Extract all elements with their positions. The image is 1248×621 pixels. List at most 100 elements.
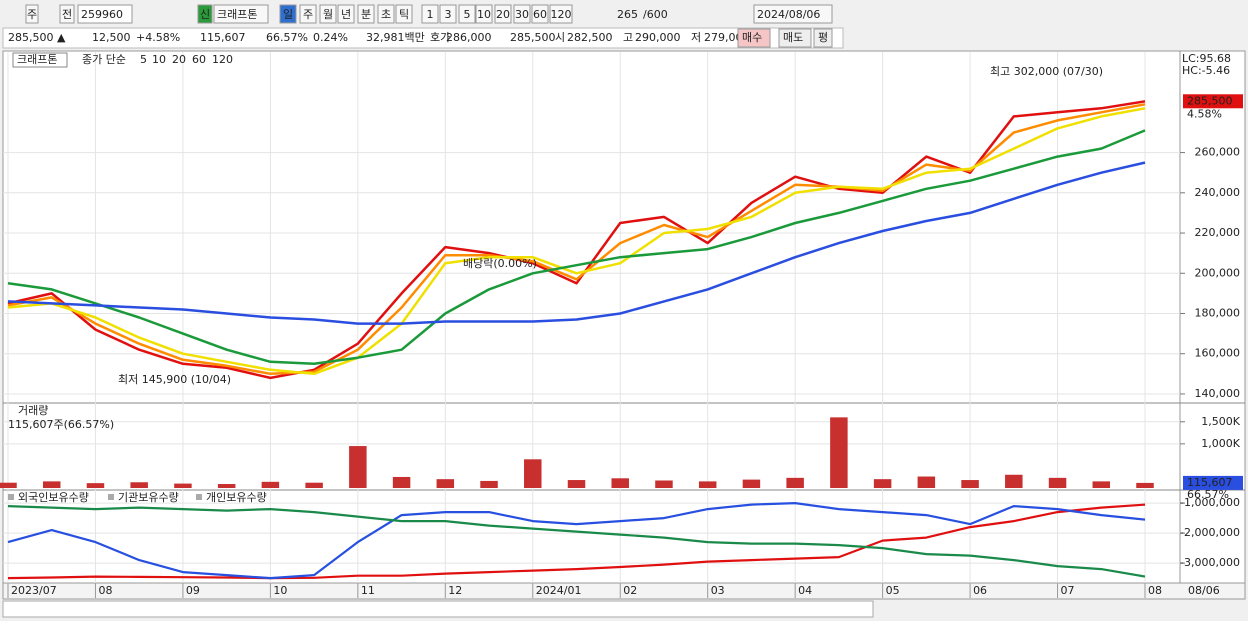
toolbar-button[interactable] bbox=[753, 4, 833, 24]
toolbar-text[interactable]: 전 bbox=[62, 8, 72, 21]
toolbar-button[interactable] bbox=[494, 4, 512, 24]
toolbar-button[interactable] bbox=[59, 4, 75, 24]
quote-text: 290,000 bbox=[635, 31, 681, 44]
volume-bar bbox=[611, 478, 629, 488]
toolbar-button[interactable] bbox=[25, 4, 39, 24]
annotation-low: 최저 145,900 (10/04) bbox=[118, 373, 231, 386]
toolbar-text[interactable]: 3 bbox=[445, 8, 452, 21]
toolbar-text[interactable]: 259960 bbox=[81, 8, 123, 21]
x-tick-label: 06 bbox=[973, 584, 987, 597]
quote-button[interactable] bbox=[813, 28, 833, 48]
quote-text: 32,981백만 bbox=[366, 31, 425, 44]
toolbar-text[interactable]: 주 bbox=[303, 8, 313, 21]
quote-text[interactable]: 매도 bbox=[783, 31, 803, 44]
toolbar-text[interactable]: 10 bbox=[477, 8, 491, 21]
toolbar-button[interactable] bbox=[299, 4, 317, 24]
toolbar-button[interactable] bbox=[77, 4, 133, 24]
toolbar-button[interactable] bbox=[439, 4, 457, 24]
volume-title: 거래량 bbox=[18, 404, 48, 417]
x-tick-label: 12 bbox=[448, 584, 462, 597]
symbol-box bbox=[12, 52, 68, 68]
y-tick-label: 220,000 bbox=[1195, 226, 1241, 239]
quote-text: 12,500 bbox=[92, 31, 131, 44]
scrollbar[interactable] bbox=[2, 600, 874, 618]
toolbar-button[interactable] bbox=[279, 4, 297, 24]
quote-button[interactable] bbox=[778, 28, 812, 48]
series-line bbox=[7, 103, 1146, 376]
x-tick-label: 08 bbox=[98, 584, 112, 597]
toolbar-button[interactable] bbox=[421, 4, 439, 24]
y-tick-label: -1,000,000 bbox=[1180, 496, 1240, 509]
volume-bar bbox=[86, 483, 105, 488]
volume-bar bbox=[524, 459, 542, 488]
toolbar-button[interactable] bbox=[513, 4, 531, 24]
quote-text: 저 bbox=[691, 31, 701, 44]
toolbar-text[interactable]: /600 bbox=[643, 8, 668, 21]
toolbar-text[interactable]: 일 bbox=[283, 7, 293, 21]
series-line bbox=[7, 107, 1146, 376]
y-tick-label: 1,000K bbox=[1201, 437, 1240, 450]
toolbar-text[interactable]: 주 bbox=[27, 8, 37, 21]
toolbar-text[interactable]: 1 bbox=[427, 8, 434, 21]
change: 4.58% bbox=[1187, 107, 1222, 120]
toolbar-button[interactable] bbox=[337, 4, 355, 24]
toolbar-text[interactable]: 신 bbox=[200, 8, 210, 21]
toolbar-text[interactable]: 년 bbox=[341, 8, 351, 21]
toolbar-button[interactable] bbox=[458, 4, 476, 24]
y-tick-label: -3,000,000 bbox=[1180, 556, 1240, 569]
volume-ratio: 66.57% bbox=[1187, 488, 1229, 501]
toolbar-button[interactable] bbox=[357, 4, 375, 24]
last-price-box bbox=[1183, 94, 1243, 109]
y-tick-label: 240,000 bbox=[1195, 186, 1241, 199]
toolbar-button[interactable] bbox=[319, 4, 337, 24]
legend-entry: 10 bbox=[152, 53, 166, 66]
toolbar-text[interactable]: 5 bbox=[464, 8, 471, 21]
y-tick-label: 260,000 bbox=[1195, 146, 1241, 159]
quote-text: 286,000 bbox=[446, 31, 492, 44]
quote-text[interactable]: 매수 bbox=[742, 31, 762, 44]
toolbar-text[interactable]: 틱 bbox=[399, 8, 409, 21]
toolbar-text[interactable]: 20 bbox=[496, 8, 510, 21]
volume-bar bbox=[0, 482, 17, 488]
series-line bbox=[7, 100, 1146, 380]
quote-button[interactable] bbox=[737, 28, 771, 48]
volume-bar bbox=[392, 476, 411, 488]
volume-bar bbox=[742, 479, 761, 488]
toolbar-text[interactable]: 2024/08/06 bbox=[757, 8, 820, 21]
volume-bar bbox=[1005, 474, 1023, 488]
toolbar-button[interactable] bbox=[475, 4, 493, 24]
y-tick-label: 1,500K bbox=[1201, 415, 1240, 428]
toolbar-text[interactable]: 60 bbox=[533, 8, 547, 21]
volume-bar bbox=[261, 481, 280, 488]
toolbar-text[interactable]: 월 bbox=[323, 8, 333, 21]
x-tick-label: 11 bbox=[361, 584, 375, 597]
lc-label: LC:95.68 bbox=[1182, 52, 1231, 65]
toolbar-button[interactable] bbox=[549, 4, 573, 24]
toolbar-text[interactable]: 초 bbox=[381, 8, 391, 21]
x-tick-label: 07 bbox=[1061, 584, 1075, 597]
toolbar-text[interactable]: 120 bbox=[551, 8, 572, 21]
volume-bar bbox=[42, 481, 61, 488]
toolbar-button[interactable] bbox=[395, 4, 413, 24]
legend-entry: 60 bbox=[192, 53, 206, 66]
toolbar-text[interactable]: 크래프톤 bbox=[217, 8, 257, 21]
toolbar-text[interactable]: 분 bbox=[361, 8, 371, 21]
quote-bar bbox=[2, 27, 844, 49]
toolbar-button[interactable] bbox=[213, 4, 269, 24]
toolbar-button[interactable] bbox=[531, 4, 549, 24]
toolbar-button[interactable] bbox=[197, 4, 213, 24]
last-volume: 115,607 bbox=[1187, 476, 1233, 489]
legend-entry: 20 bbox=[172, 53, 186, 66]
x-axis-bar bbox=[2, 582, 1246, 600]
last-volume-box bbox=[1183, 475, 1243, 490]
volume-bar bbox=[1136, 482, 1154, 488]
legend-entry: 개인보유수량 bbox=[206, 491, 267, 504]
legend-swatch bbox=[108, 494, 114, 500]
quote-text[interactable]: 평 bbox=[818, 31, 828, 44]
toolbar-text[interactable]: 30 bbox=[515, 8, 529, 21]
volume-bar bbox=[349, 446, 367, 488]
toolbar-button[interactable] bbox=[377, 4, 395, 24]
toolbar-text[interactable]: 265 bbox=[617, 8, 638, 21]
annotation-high: 최고 302,000 (07/30) bbox=[990, 65, 1103, 78]
